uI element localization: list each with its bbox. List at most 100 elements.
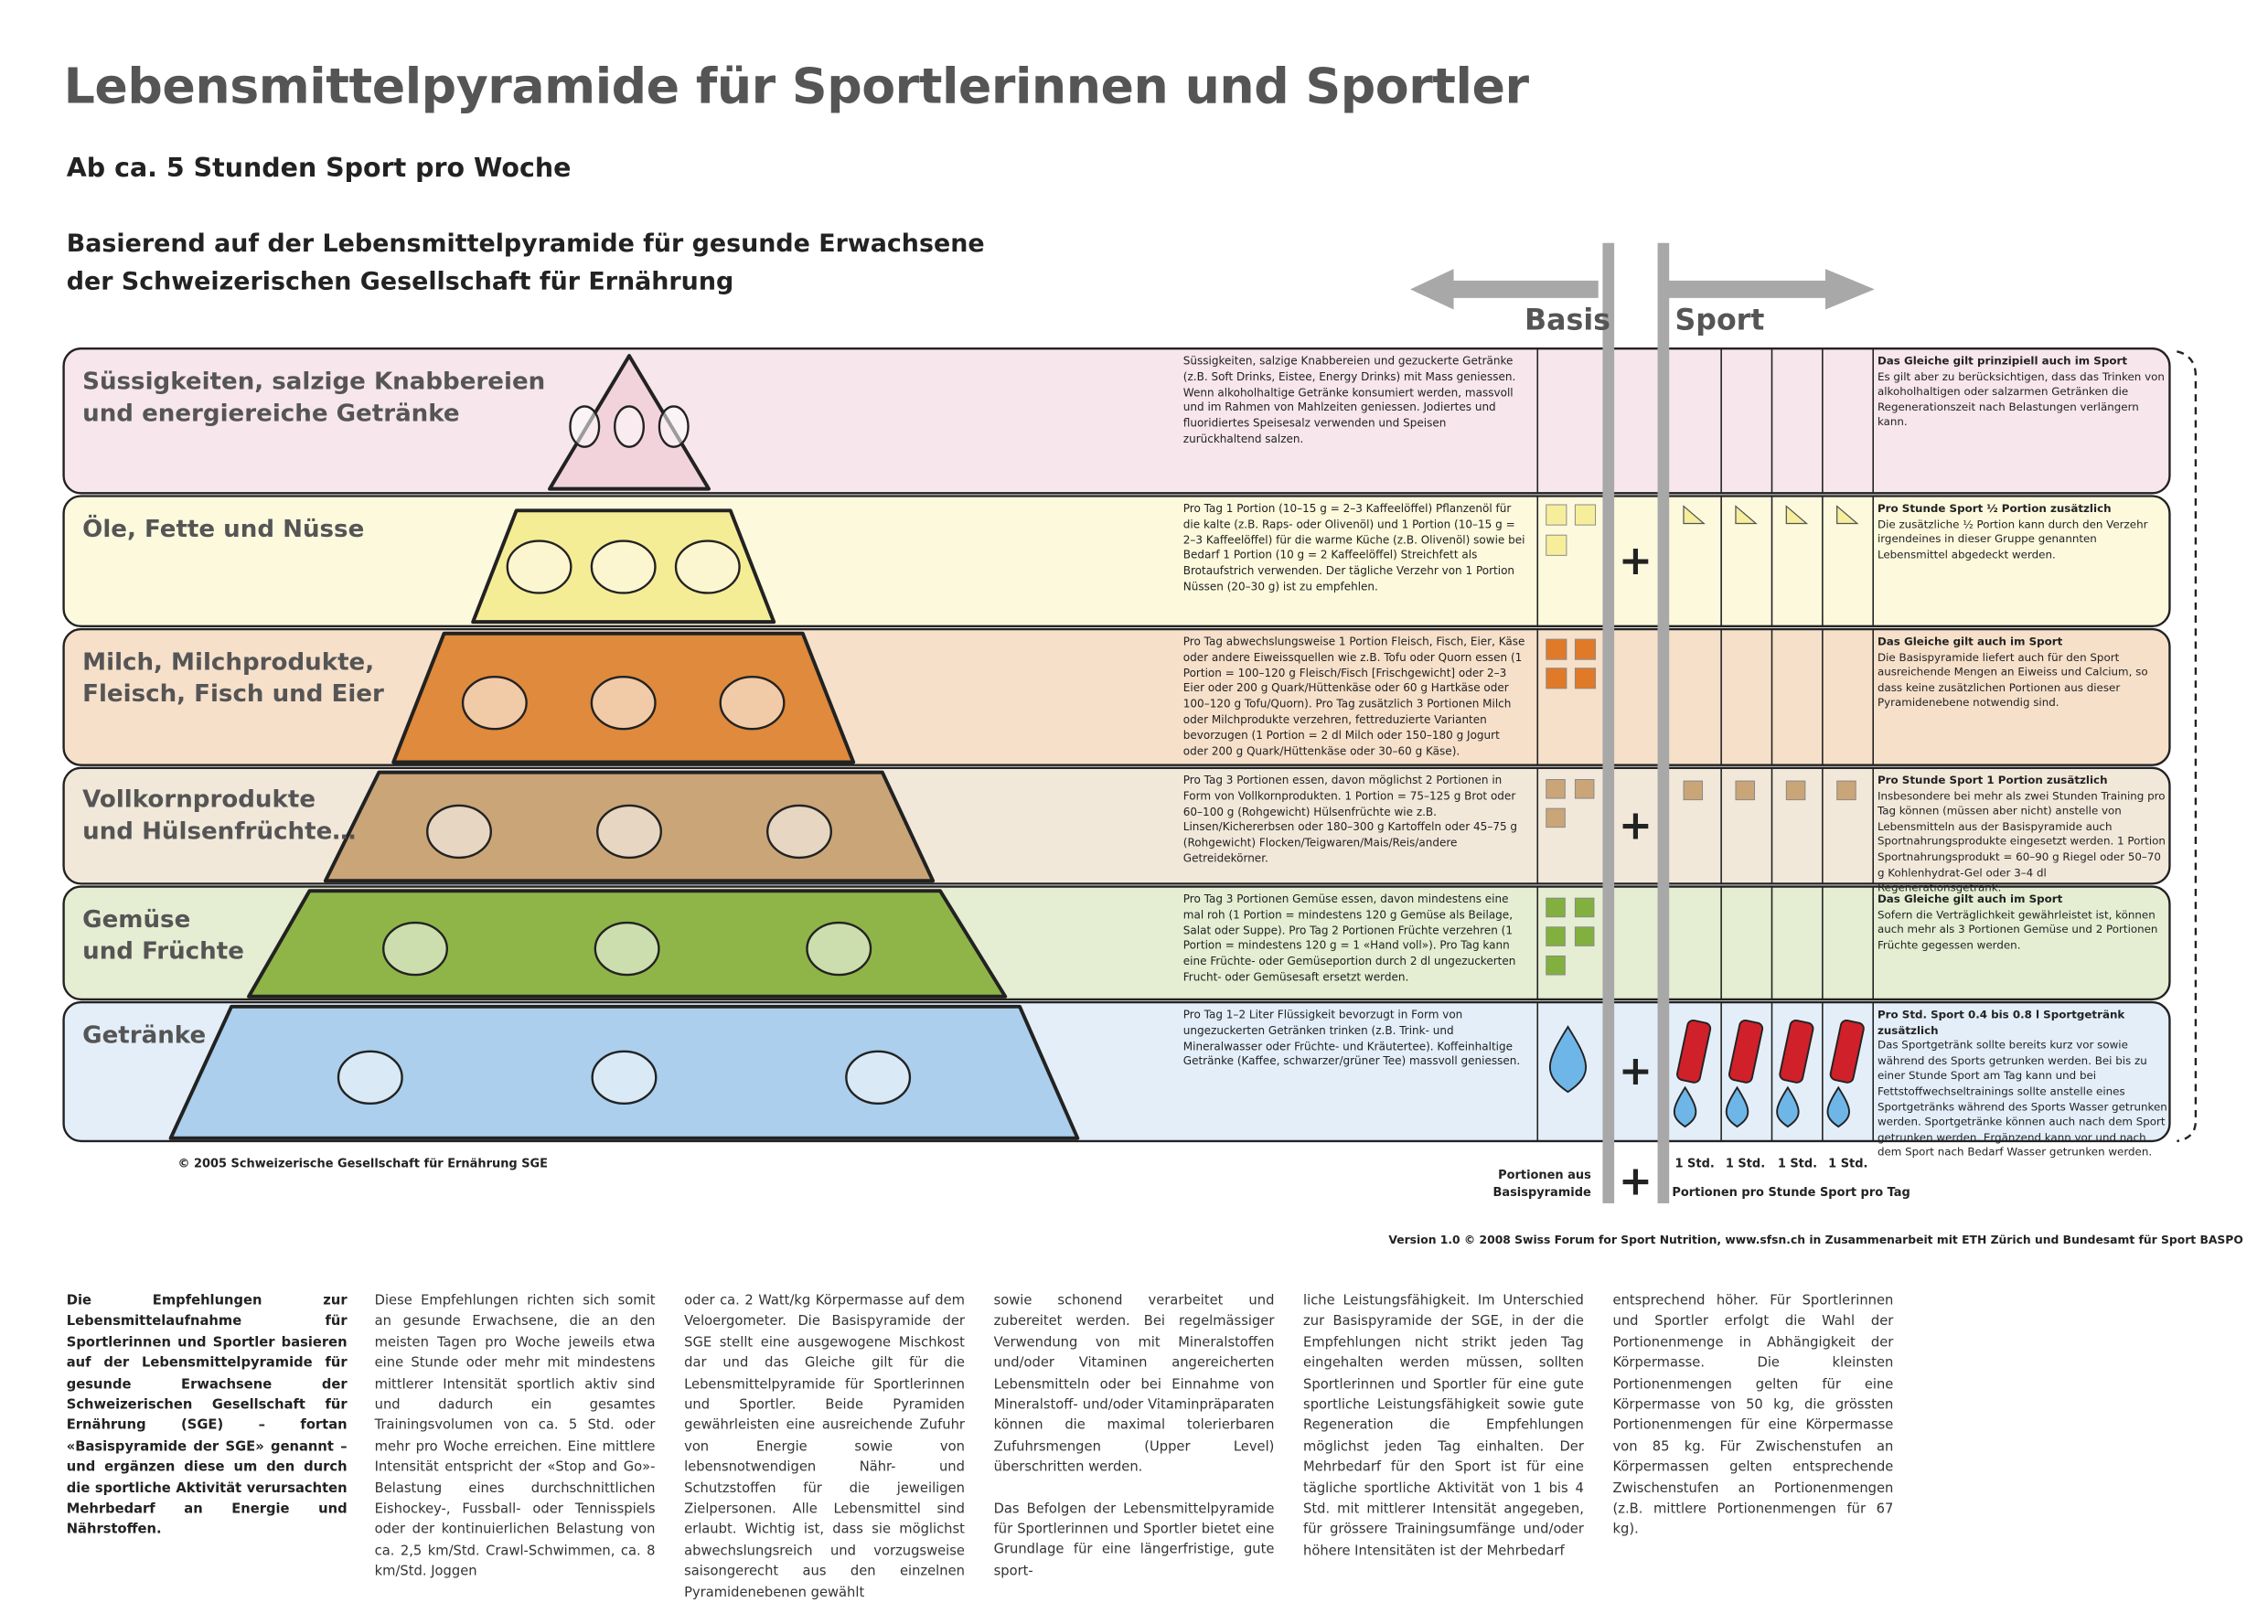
paragraph: Die Empfehlungen zur Lebensmittelaufnahm… (66, 1292, 348, 1539)
basis-text: Süssigkeiten, salzige Knabbereien und ge… (1182, 354, 1516, 446)
plus-sign: + (1618, 536, 1653, 584)
copyright: © 2005 Schweizerische Gesellschaft für E… (177, 1155, 549, 1170)
body-column: Diese Empfehlungen richten sich somit an… (375, 1291, 656, 1603)
subtitle: Ab ca. 5 Stunden Sport pro Woche (66, 153, 572, 184)
sport-text: Das Gleiche gilt auch im Sport Sofern die… (1878, 892, 2169, 954)
sport-bottle (1676, 1019, 1712, 1084)
water-drop (1725, 1085, 1749, 1128)
portion-icon (1735, 780, 1755, 801)
portion-icon (1546, 638, 1567, 660)
water-drop (1548, 1025, 1588, 1094)
basis-heading: Basis (1524, 302, 1610, 337)
portion-icon (1785, 780, 1806, 801)
food-illustration (426, 804, 492, 860)
label-line: und Früchte (82, 936, 244, 965)
hour-label: 1 Std. (1674, 1155, 1715, 1170)
sport-body: Insbesondere bei mehr als zwei Stunden T… (1877, 788, 2166, 894)
portion-icon (1574, 504, 1597, 526)
food-illustration (658, 405, 690, 448)
food-illustration (461, 676, 528, 731)
water-drop (1776, 1085, 1800, 1128)
food-illustration (845, 1050, 912, 1105)
label-line: Fleisch, Fisch und Eier (82, 679, 384, 708)
version: Version 1.0 © 2008 Swiss Forum for Sport… (1388, 1234, 2243, 1247)
portion-icon (1836, 780, 1856, 801)
portion-icon (1574, 926, 1595, 946)
body-column: sowie schonend verarbeitet und zubereite… (994, 1291, 1275, 1602)
sport-title: Pro Stunde Sport 1 Portion zusätzlich (1877, 774, 2108, 787)
label-line: Gemüse (82, 905, 191, 934)
hour-label: 1 Std. (1828, 1155, 1868, 1170)
paragraph: Diese Empfehlungen richten sich somit an… (374, 1292, 656, 1580)
body-column: Die Empfehlungen zur Lebensmittelaufnahm… (67, 1291, 348, 1562)
food-illustration (766, 804, 832, 860)
portion-icon (1574, 668, 1597, 689)
row-label: Milch, Milchprodukte, Fleisch, Fisch und … (82, 646, 384, 710)
sport-body: Die zusätzliche ½ Portion kann durch den… (1877, 517, 2148, 561)
basis-note: Basierend auf der Lebensmittelpyramide f… (67, 226, 985, 301)
sport-bottle (1779, 1019, 1814, 1084)
sport-text: Pro Std. Sport 0.4 bis 0.8 l Sportgeträn… (1878, 1008, 2169, 1161)
portion-icon (1546, 807, 1566, 828)
food-illustration (594, 921, 660, 977)
food-illustration (591, 1050, 658, 1105)
food-illustration (614, 405, 646, 448)
body-column: entsprechend höher. Für Sportlerinnen un… (1613, 1291, 1894, 1562)
sport-text: Das Gleiche gilt prinzipiell auch im Spo… (1878, 354, 2169, 431)
paragraph: entsprechend höher. Für Sportlerinnen un… (1612, 1292, 1894, 1539)
half-portion-icon (1785, 505, 1809, 525)
label-line: Milch, Milchprodukte, (82, 647, 375, 676)
arrow-right (1663, 269, 1875, 310)
food-illustration (590, 676, 657, 731)
food-illustration (719, 676, 786, 731)
hour-label: 1 Std. (1725, 1155, 1766, 1170)
basis-portions: Portionen aus Basispyramide (1492, 1167, 1591, 1200)
basis-text: Pro Tag 1 Portion (10–15 g = 2–3 Kaffeel… (1182, 501, 1525, 593)
food-illustration (382, 921, 449, 977)
sport-title: Pro Stunde Sport ½ Portion zusätzlich (1877, 501, 2112, 516)
portion-icon (1683, 780, 1704, 801)
portion-icon (1546, 504, 1567, 526)
label-line: Getränke (82, 1020, 207, 1049)
water-drop (1673, 1085, 1697, 1128)
basis-text: Pro Tag 3 Portionen Gemüse essen, davon … (1182, 892, 1516, 984)
row-label: Gemüse und Früchte (82, 904, 244, 968)
sport-body: Das Sportgetränk sollte bereits kurz vor… (1877, 1038, 2167, 1159)
sport-portions: Portionen pro Stunde Sport pro Tag (1672, 1184, 1910, 1200)
paragraph: liche Leistungsfähigkeit. Im Unterschied… (1303, 1292, 1584, 1559)
label-line: Vollkornprodukte (82, 785, 316, 813)
label-line: und energiereiche Getränke (82, 399, 460, 427)
portion-icon (1546, 534, 1567, 556)
food-illustration (674, 540, 741, 594)
basis-text: Pro Tag abwechslungsweise 1 Portion Flei… (1182, 635, 1525, 758)
food-illustration (506, 540, 572, 594)
food-illustration (569, 405, 601, 448)
pole (1657, 242, 1670, 1203)
portion-icon (1574, 897, 1595, 918)
hour-label: 1 Std. (1777, 1155, 1818, 1170)
paragraph: sowie schonend verarbeitet und zubereite… (993, 1292, 1275, 1476)
sport-bottle (1829, 1019, 1865, 1084)
row-label: Süssigkeiten, salzige Knabbereien und ene… (82, 366, 545, 430)
portion-icon (1546, 897, 1566, 918)
sport-title: Pro Std. Sport 0.4 bis 0.8 l Sportgeträn… (1877, 1008, 2125, 1037)
half-portion-icon (1836, 505, 1859, 525)
row-label: Vollkornprodukte und Hülsenfrüchte… (82, 784, 356, 848)
label-line: Öle, Fette und Nüsse (82, 515, 365, 543)
sport-text: Das Gleiche gilt auch im Sport Die Basisp… (1878, 635, 2169, 711)
row-box (62, 495, 2171, 628)
sport-body: Sofern die Verträglichkeit gewährleistet… (1877, 907, 2158, 952)
row-label: Getränke (82, 1020, 206, 1052)
title: Lebensmittelpyramide für Sportlerinnen u… (63, 58, 1529, 116)
portion-icon (1546, 779, 1566, 799)
plus-sign: + (1618, 801, 1653, 849)
sport-bottle (1728, 1019, 1764, 1084)
food-illustration (806, 921, 872, 977)
sport-title: Das Gleiche gilt auch im Sport (1877, 635, 2063, 648)
water-drop (1826, 1085, 1850, 1128)
food-illustration (337, 1050, 403, 1105)
food-illustration (590, 540, 657, 594)
